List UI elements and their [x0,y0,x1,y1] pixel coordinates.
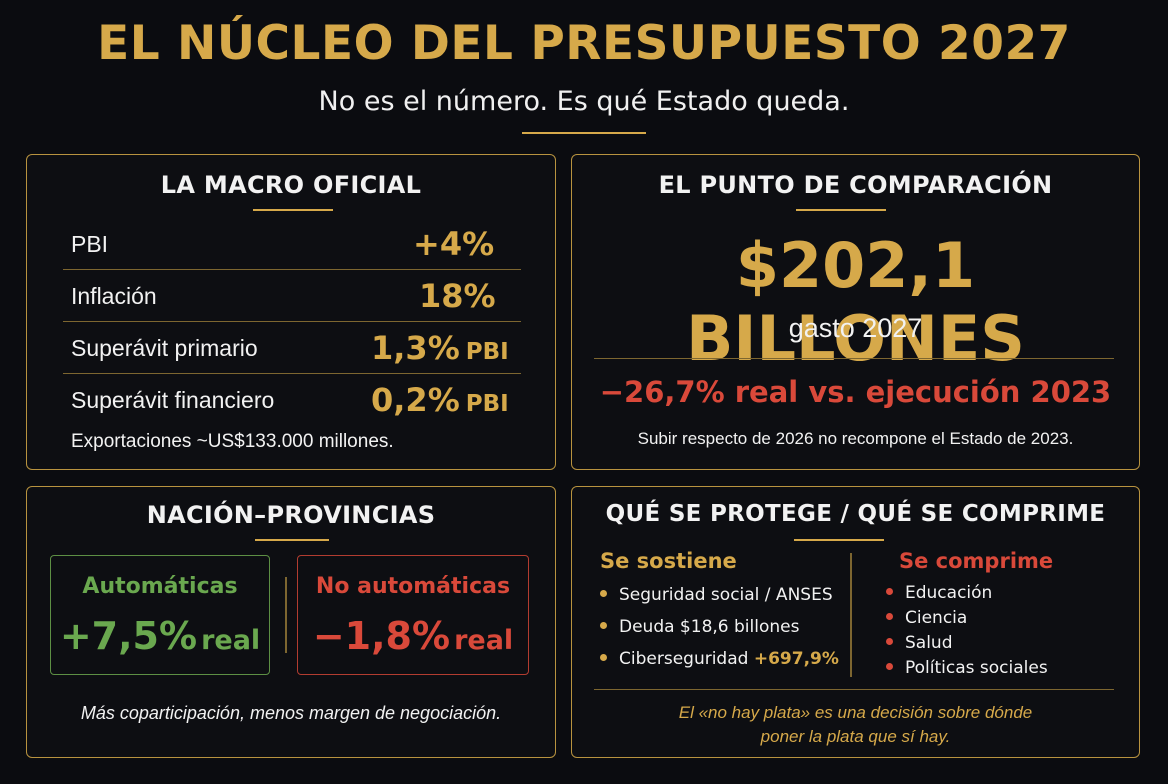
columns-divider [850,553,852,677]
comparison-title-rule [796,209,886,211]
title-divider [522,132,646,134]
macro-row-value: +4% [413,225,495,263]
non-automatic-transfers-box: No automáticas −1,8% real [297,555,529,675]
protect-compress-title: QUÉ SE PROTEGE / QUÉ SE COMPRIME [605,501,1106,527]
boxes-divider [285,577,287,653]
comparison-divider [594,358,1114,359]
nation-provinces-title: NACIÓN–PROVINCIAS [146,501,436,529]
macro-panel: LA MACRO OFICIAL PBI +4% Inflación 18% S… [26,154,556,470]
total-spending-amount: $202,1 BILLONES [686,229,1025,375]
compressed-item: Políticas sociales [886,658,1048,678]
automatic-transfers-box: Automáticas +7,5% real [50,555,270,675]
macro-row-financial-surplus: Superávit financiero 0,2% PBI [63,375,521,425]
macro-row-value: 1,3% PBI [371,329,509,367]
non-automatic-transfers-label: No automáticas [315,574,511,599]
compressed-item: Educación [886,583,992,603]
macro-title-rule [253,209,333,211]
nation-provinces-title-rule [255,539,329,541]
footer-quote-line2: poner la plata que sí hay. [760,727,951,746]
protect-compress-title-rule [794,539,884,541]
comparison-panel-title: EL PUNTO DE COMPARACIÓN [658,171,1053,199]
automatic-transfers-label: Automáticas [82,574,238,599]
nation-provinces-note: Más coparticipación, menos margen de neg… [80,703,502,723]
compressed-item: Ciencia [886,608,967,628]
non-automatic-transfers-value: −1,8% real [312,614,514,658]
comparison-note: Subir respecto de 2026 no recompone el E… [637,429,1074,448]
compressed-item: Salud [886,633,953,653]
nation-provinces-panel: NACIÓN–PROVINCIAS Automáticas +7,5% real … [26,486,556,758]
exports-note: Exportaciones ~US$133.000 millones. [71,431,394,452]
sustained-item: Seguridad social / ANSES [600,585,833,605]
macro-row-label: PBI [71,231,109,257]
page-title: EL NÚCLEO DEL PRESUPUESTO 2027 [97,16,1071,71]
automatic-transfers-value: +7,5% real [59,614,261,658]
comparison-panel: EL PUNTO DE COMPARACIÓN $202,1 BILLONES … [571,154,1140,470]
macro-row-pbi: PBI +4% [63,219,521,270]
macro-row-value: 18% [419,277,496,315]
compressed-heading: Se comprime [899,549,1054,573]
total-spending-caption: gasto 2027 [788,313,923,343]
macro-row-inflation: Inflación 18% [63,271,521,322]
macro-row-label: Superávit financiero [71,387,275,413]
page-subtitle: No es el número. Es qué Estado queda. [318,86,850,117]
cybersecurity-growth: +697,9% [753,649,839,669]
footer-quote-line1: El «no hay plata» es una decisión sobre … [678,703,1033,722]
macro-row-value: 0,2% PBI [371,381,509,419]
sustained-heading: Se sostiene [600,549,737,573]
macro-row-primary-surplus: Superávit primario 1,3% PBI [63,323,521,374]
macro-row-label: Inflación [71,283,157,309]
sustained-item: Ciberseguridad +697,9% [600,649,839,669]
macro-row-label: Superávit primario [71,335,258,361]
real-change-vs-2023: −26,7% real vs. ejecución 2023 [599,375,1112,409]
protect-compress-divider [594,689,1114,690]
sustained-item: Deuda $18,6 billones [600,617,799,637]
macro-panel-title: LA MACRO OFICIAL [160,171,422,199]
protect-compress-panel: QUÉ SE PROTEGE / QUÉ SE COMPRIME Se sost… [571,486,1140,758]
